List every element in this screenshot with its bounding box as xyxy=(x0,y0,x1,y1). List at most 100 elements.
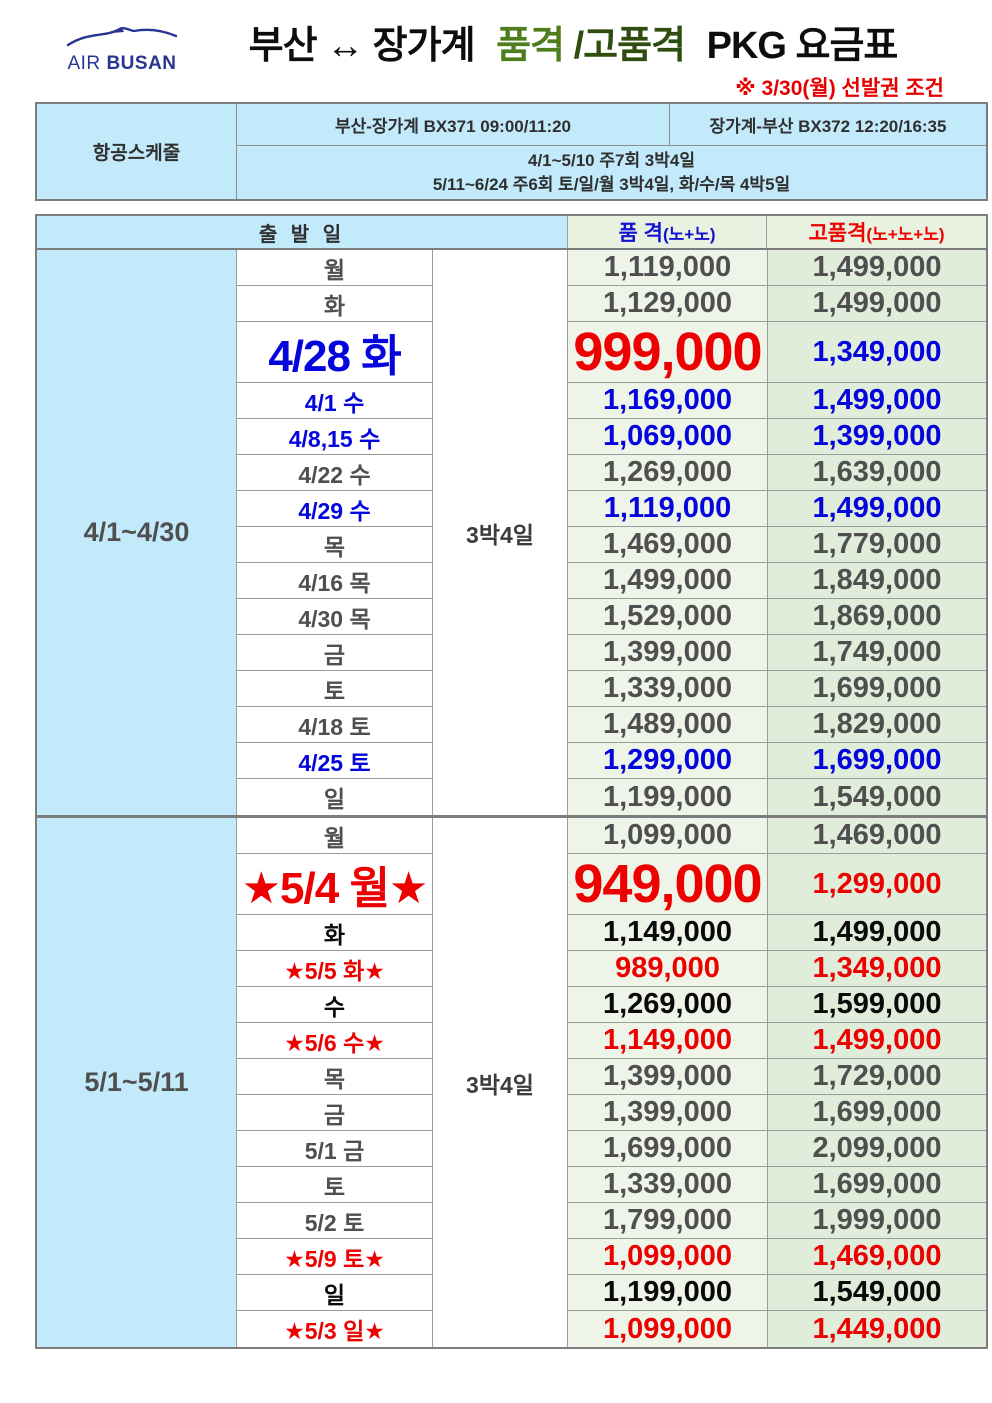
day-cell: 4/16 목 xyxy=(237,563,432,599)
standard-price-cell: 1,199,000 xyxy=(568,1275,767,1311)
premium-price-cell: 1,499,000 xyxy=(767,286,986,322)
logo-busan-label: BUSAN xyxy=(106,53,177,74)
day-cell: 수 xyxy=(237,987,432,1023)
premium-price-cell: 1,469,000 xyxy=(767,1239,986,1275)
premium-header-sub: (노+노+노) xyxy=(866,224,945,244)
standard-price-cell: 1,099,000 xyxy=(568,1311,767,1347)
inbound-flight: 장가계-부산 BX372 12:20/16:35 xyxy=(670,104,986,146)
fare-table-header: 출 발 일 품 격 (노+노) 고품격 (노+노+노) xyxy=(37,216,986,250)
premium-price-cell: 2,099,000 xyxy=(767,1131,986,1167)
standard-price-cell: 1,119,000 xyxy=(568,491,767,527)
premium-price-cell: 1,849,000 xyxy=(767,563,986,599)
day-cell: 화 xyxy=(237,915,432,951)
day-cell: ★5/4 월★ xyxy=(237,854,432,915)
premium-price-cell: 1,549,000 xyxy=(767,1275,986,1311)
day-cell: 일 xyxy=(237,779,432,815)
standard-price-cell: 1,069,000 xyxy=(568,419,767,455)
logo-text: AIR BUSAN xyxy=(60,53,184,75)
standard-price-cell: 1,339,000 xyxy=(568,671,767,707)
standard-price-cell: 1,099,000 xyxy=(568,818,767,854)
day-cell: 4/22 수 xyxy=(237,455,432,491)
standard-price-cell: 1,149,000 xyxy=(568,915,767,951)
premium-price-cell: 1,699,000 xyxy=(767,671,986,707)
day-cell: ★5/9 토★ xyxy=(237,1239,432,1275)
day-cell: 화 xyxy=(237,286,432,322)
duration-label: 3박4일 xyxy=(432,818,568,1347)
standard-price-cell: 1,269,000 xyxy=(568,987,767,1023)
standard-price-cell: 1,399,000 xyxy=(568,1095,767,1131)
day-cell: 5/2 토 xyxy=(237,1203,432,1239)
day-cell: ★5/3 일★ xyxy=(237,1311,432,1347)
day-cell: 금 xyxy=(237,1095,432,1131)
standard-price-cell: 1,339,000 xyxy=(568,1167,767,1203)
standard-price-cell: 1,529,000 xyxy=(568,599,767,635)
standard-price-cell: 949,000 xyxy=(568,854,767,915)
premium-price-cell: 1,829,000 xyxy=(767,707,986,743)
schedule-line-2: 5/11~6/24 주6회 토/일/월 3박4일, 화/수/목 4박5일 xyxy=(432,174,791,194)
standard-price-cell: 1,119,000 xyxy=(568,250,767,286)
day-cell: 토 xyxy=(237,671,432,707)
day-cell: 금 xyxy=(237,635,432,671)
schedule-frequency: 4/1~5/10 주7회 3박4일 5/11~6/24 주6회 토/일/월 3박… xyxy=(237,146,986,199)
premium-price-cell: 1,499,000 xyxy=(767,915,986,951)
day-cell: 4/29 수 xyxy=(237,491,432,527)
premium-price-header: 고품격 (노+노+노) xyxy=(767,216,986,248)
outbound-flight: 부산-장가계 BX371 09:00/11:20 xyxy=(237,104,670,146)
day-cell: 월 xyxy=(237,250,432,286)
standard-price-cell: 1,129,000 xyxy=(568,286,767,322)
premium-price-cell: 1,499,000 xyxy=(767,1023,986,1059)
day-cell: 4/1 수 xyxy=(237,383,432,419)
standard-price-cell: 999,000 xyxy=(568,322,767,383)
premium-price-cell: 1,299,000 xyxy=(767,854,986,915)
premium-price-cell: 1,639,000 xyxy=(767,455,986,491)
premium-price-cell: 1,499,000 xyxy=(767,491,986,527)
day-cell: 5/1 금 xyxy=(237,1131,432,1167)
standard-price-cell: 1,199,000 xyxy=(568,779,767,815)
standard-price-cell: 1,399,000 xyxy=(568,1059,767,1095)
premium-price-cell: 1,349,000 xyxy=(767,951,986,987)
day-cell: 목 xyxy=(237,1059,432,1095)
title-route: 부산 ↔ 장가계 xyxy=(248,25,476,67)
day-cell: 일 xyxy=(237,1275,432,1311)
page-header: AIR BUSAN 부산 ↔ 장가계 품격 /고품격 PKG 요금표 ※ 3/3… xyxy=(0,0,992,102)
standard-price-cell: 1,469,000 xyxy=(568,527,767,563)
standard-price-cell: 1,149,000 xyxy=(568,1023,767,1059)
fare-note: ※ 3/30(월) 선발권 조건 xyxy=(735,77,944,100)
premium-price-cell: 1,729,000 xyxy=(767,1059,986,1095)
premium-price-cell: 1,779,000 xyxy=(767,527,986,563)
standard-price-cell: 1,399,000 xyxy=(568,635,767,671)
day-cell: 4/18 토 xyxy=(237,707,432,743)
standard-price-cell: 1,699,000 xyxy=(568,1131,767,1167)
period-label: 4/1~4/30 xyxy=(37,250,237,815)
standard-price-cell: 1,269,000 xyxy=(568,455,767,491)
fare-section: 4/1~4/30 3박4일 월 1,119,000 1,499,000 화 1,129,00… xyxy=(37,250,986,815)
standard-header-sub: (노+노) xyxy=(662,224,716,244)
day-cell: 월 xyxy=(237,818,432,854)
premium-price-cell: 1,599,000 xyxy=(767,987,986,1023)
logo-air-label: AIR xyxy=(67,53,101,74)
day-cell: 4/28 화 xyxy=(237,322,432,383)
premium-price-cell: 1,499,000 xyxy=(767,250,986,286)
airbusan-swoosh-icon xyxy=(66,27,178,47)
fare-section: 5/1~5/11 3박4일 월 1,099,000 1,469,000 ★5/4 월★ 94… xyxy=(37,815,986,1347)
premium-price-cell: 1,549,000 xyxy=(767,779,986,815)
duration-label: 3박4일 xyxy=(432,250,568,815)
premium-price-cell: 1,699,000 xyxy=(767,743,986,779)
day-cell: 목 xyxy=(237,527,432,563)
standard-price-cell: 1,489,000 xyxy=(568,707,767,743)
premium-price-cell: 1,499,000 xyxy=(767,383,986,419)
standard-price-cell: 1,099,000 xyxy=(568,1239,767,1275)
standard-price-cell: 1,799,000 xyxy=(568,1203,767,1239)
premium-header-main: 고품격 xyxy=(808,222,867,245)
premium-price-cell: 1,999,000 xyxy=(767,1203,986,1239)
schedule-label: 항공스케줄 xyxy=(37,104,237,199)
standard-price-header: 품 격 (노+노) xyxy=(568,216,767,248)
standard-price-cell: 1,169,000 xyxy=(568,383,767,419)
title-tail: PKG 요금표 xyxy=(706,25,899,67)
fare-table: 출 발 일 품 격 (노+노) 고품격 (노+노+노) 4/1~4/30 3박4일 월 1… xyxy=(35,214,988,1349)
title-standard-word: 품격 xyxy=(496,25,565,67)
premium-price-cell: 1,349,000 xyxy=(767,322,986,383)
premium-price-cell: 1,699,000 xyxy=(767,1095,986,1131)
day-cell: ★5/5 화★ xyxy=(237,951,432,987)
day-cell: 4/30 목 xyxy=(237,599,432,635)
